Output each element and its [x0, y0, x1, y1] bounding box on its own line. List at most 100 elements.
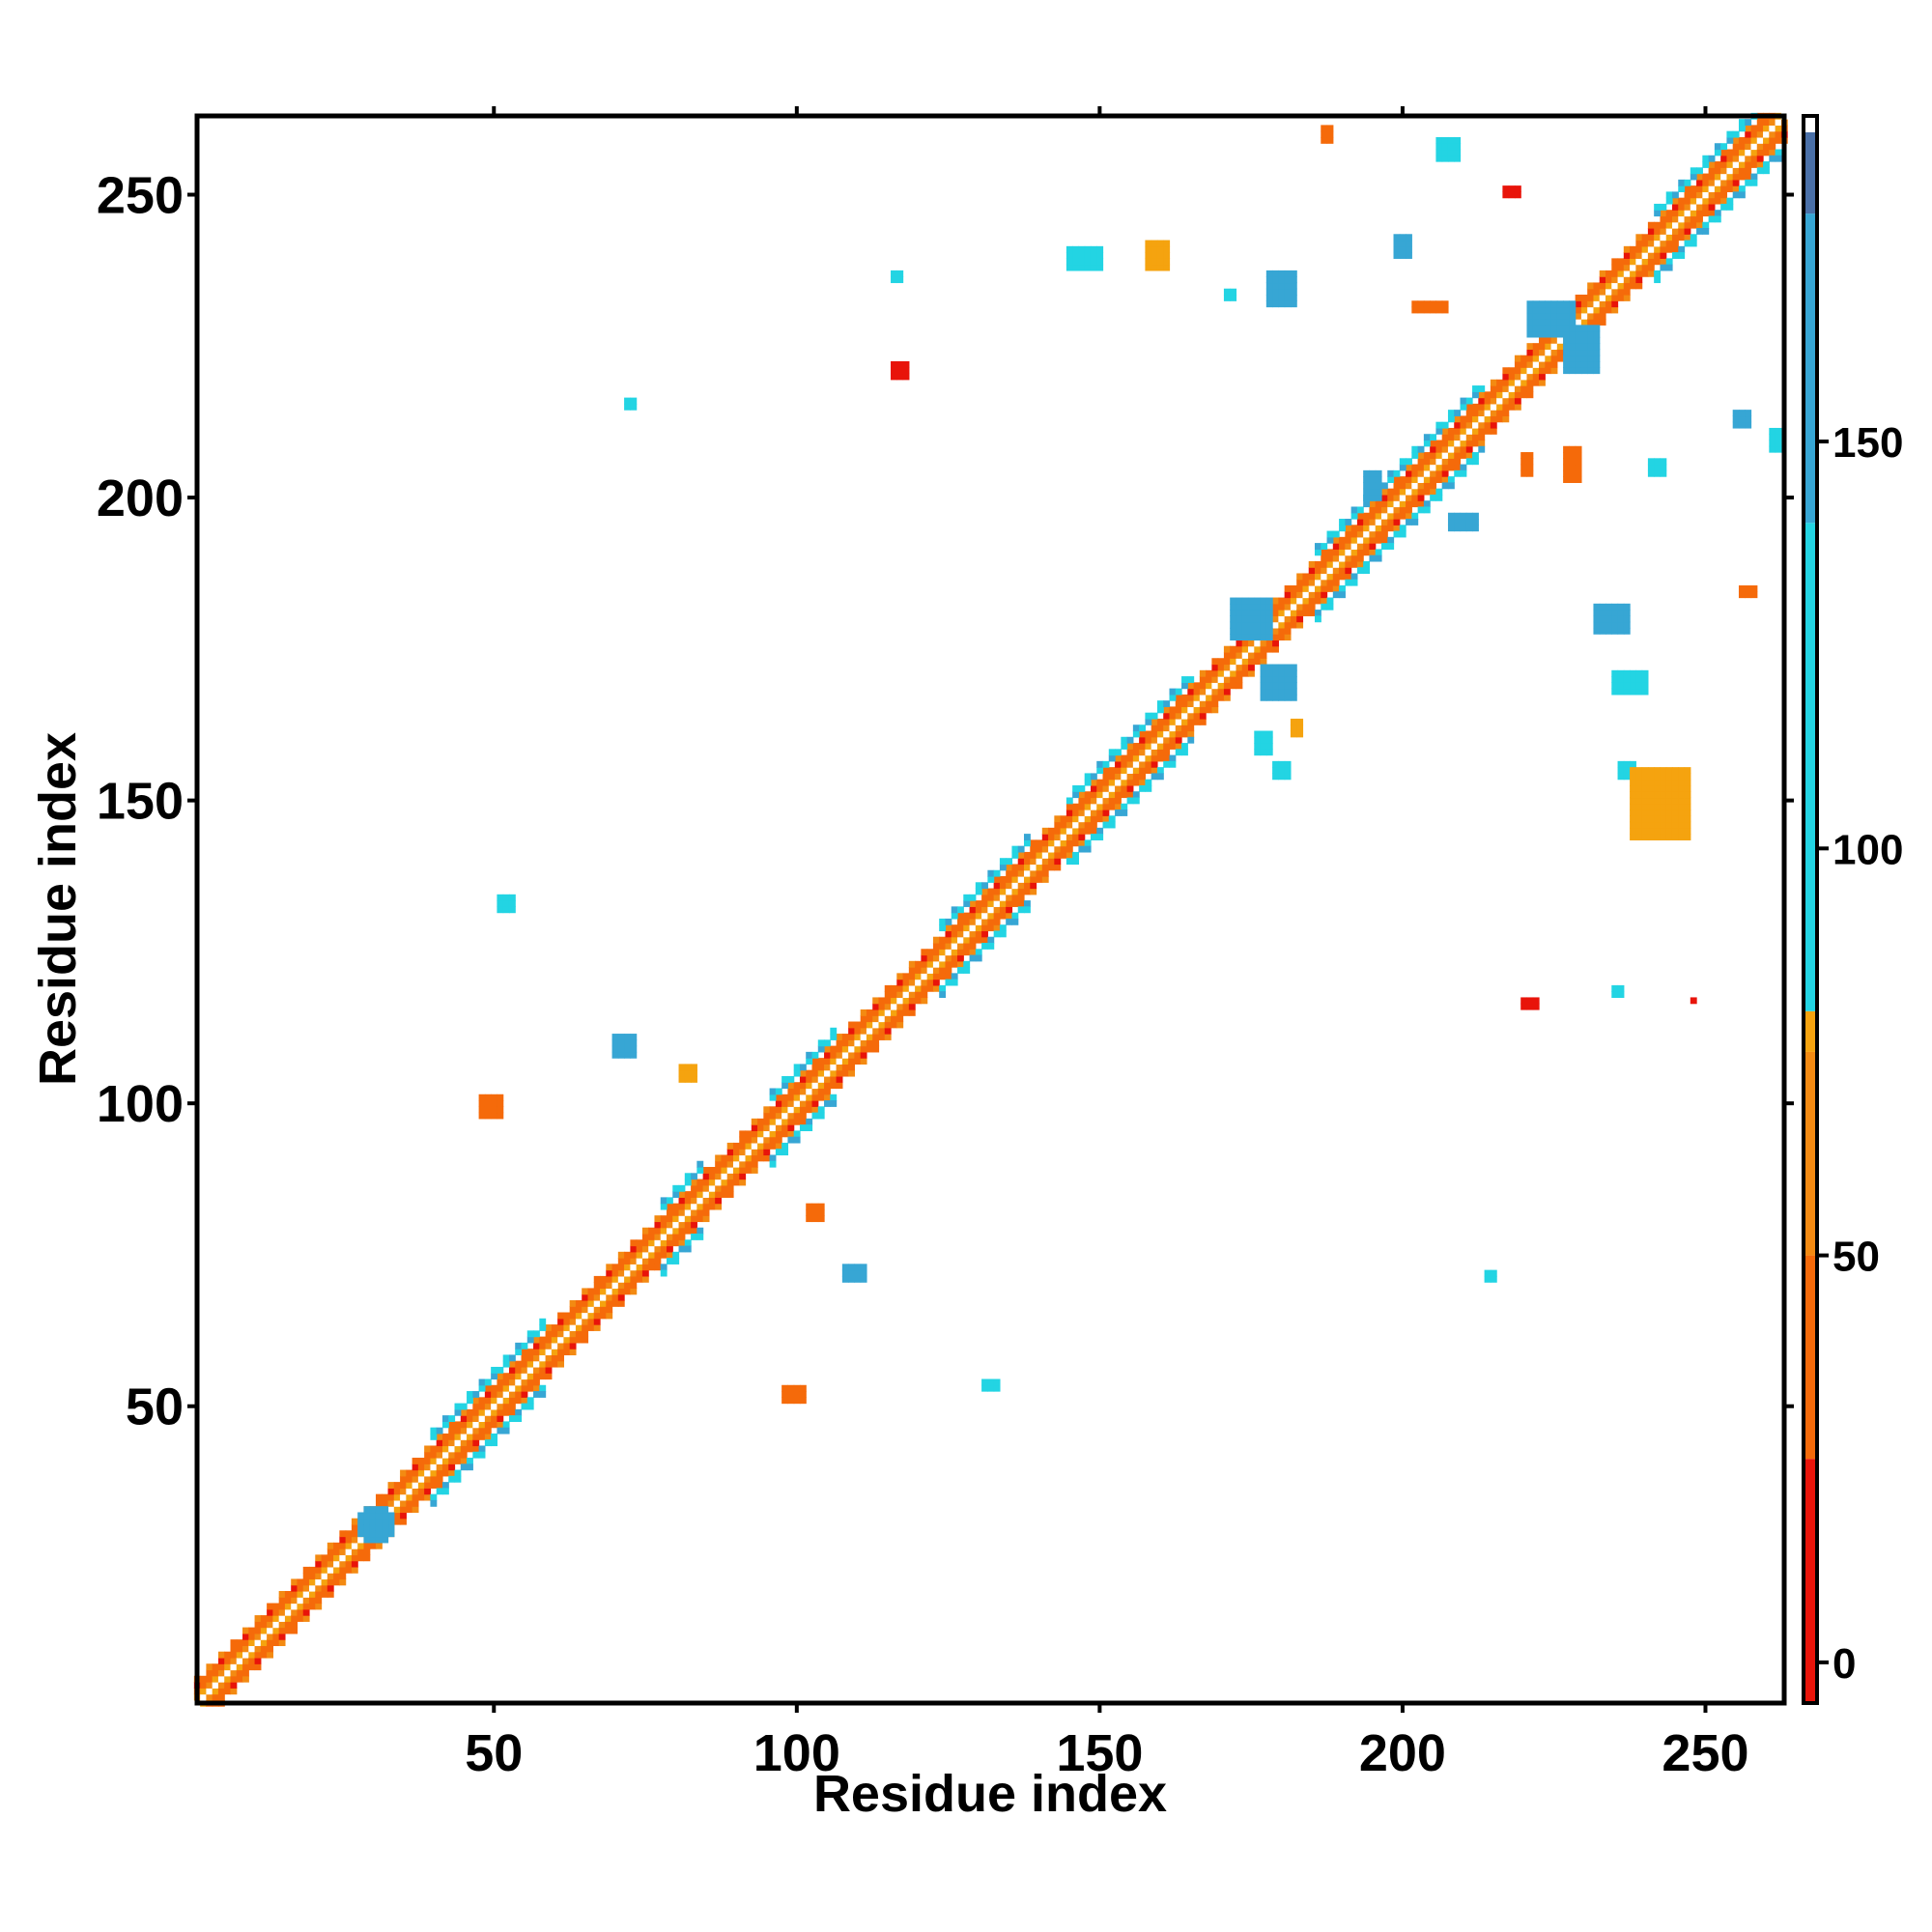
heatmap-cell	[315, 1566, 323, 1574]
heatmap-cell	[575, 1299, 582, 1307]
heatmap-cell	[600, 1306, 607, 1314]
heatmap-cell	[1265, 300, 1273, 308]
heatmap-cell	[781, 1112, 789, 1120]
heatmap-cell	[932, 973, 940, 980]
heatmap-cell	[1175, 749, 1182, 756]
heatmap-cell	[848, 1264, 855, 1271]
heatmap-cell	[1278, 270, 1286, 277]
heatmap-cell	[454, 1475, 462, 1483]
heatmap-cell	[654, 1251, 662, 1259]
heatmap-cell	[430, 1499, 438, 1507]
heatmap-cell	[224, 1682, 232, 1689]
heatmap-cell	[872, 1034, 880, 1040]
heatmap-cell	[1284, 621, 1292, 629]
heatmap-cell	[951, 942, 958, 950]
heatmap-cell	[1356, 536, 1364, 544]
heatmap-cell	[1284, 288, 1292, 296]
heatmap-cell	[1121, 767, 1128, 774]
heatmap-cell	[502, 900, 510, 907]
heatmap-cell	[1641, 803, 1649, 810]
heatmap-cell	[1345, 579, 1352, 586]
heatmap-cell	[441, 1445, 449, 1453]
heatmap-cell	[1738, 119, 1746, 127]
heatmap-cell	[830, 1034, 838, 1040]
heatmap-cell	[1738, 410, 1746, 417]
heatmap-cell	[1017, 900, 1025, 907]
heatmap-cell	[1671, 197, 1679, 205]
heatmap-cell	[1665, 240, 1673, 247]
heatmap-cell	[508, 1366, 516, 1374]
heatmap-cell	[1411, 500, 1419, 508]
heatmap-cell	[1684, 773, 1691, 781]
heatmap-cell	[654, 1264, 662, 1271]
heatmap-cell	[1199, 682, 1207, 690]
heatmap-cell	[1072, 858, 1080, 866]
heatmap-cell	[1532, 1003, 1540, 1010]
heatmap-cell	[291, 1627, 298, 1634]
heatmap-cell	[1126, 797, 1134, 805]
heatmap-cell	[836, 1064, 843, 1071]
heatmap-cell	[230, 1669, 238, 1677]
heatmap-cell	[1406, 234, 1412, 242]
heatmap-cell	[1587, 312, 1595, 320]
heatmap-cell	[1745, 125, 1752, 132]
heatmap-cell	[1108, 797, 1116, 805]
heatmap-cell	[1290, 621, 1297, 629]
heatmap-cell	[563, 1330, 571, 1338]
heatmap-cell	[1417, 445, 1425, 453]
heatmap-cell	[1660, 215, 1667, 223]
heatmap-cell	[957, 942, 964, 950]
heatmap-cell	[926, 954, 934, 962]
heatmap-cell	[1272, 760, 1279, 768]
heatmap-cell	[1496, 403, 1503, 411]
heatmap-cell	[1599, 276, 1606, 284]
heatmap-cell	[1441, 300, 1449, 308]
heatmap-cell	[817, 1058, 825, 1065]
heatmap-cell	[400, 1512, 407, 1520]
heatmap-cell	[1156, 749, 1164, 756]
heatmap-cell	[467, 1421, 473, 1429]
heatmap-cell	[1665, 767, 1673, 774]
heatmap-cell	[1084, 810, 1092, 816]
heatmap-cell	[1569, 325, 1577, 332]
heatmap-cell	[1272, 610, 1279, 616]
heatmap-cell	[1175, 730, 1182, 738]
heatmap-cell	[1230, 651, 1237, 659]
heatmap-cell	[508, 1378, 516, 1386]
heatmap-cell	[1435, 494, 1443, 501]
heatmap-cell	[1096, 264, 1104, 271]
heatmap-cell	[1654, 234, 1662, 242]
heatmap-cell	[1356, 512, 1364, 520]
heatmap-cell	[467, 1463, 473, 1471]
heatmap-cell	[630, 397, 638, 405]
heatmap-cell	[1393, 245, 1401, 253]
heatmap-cell	[1006, 906, 1013, 914]
heatmap-cell	[1272, 282, 1279, 290]
heatmap-cell	[624, 1269, 631, 1277]
heatmap-cell	[611, 1275, 619, 1283]
heatmap-cell	[1260, 645, 1267, 653]
heatmap-cell	[1630, 258, 1636, 266]
heatmap-cell	[1011, 918, 1019, 925]
heatmap-cell	[1211, 658, 1219, 666]
heatmap-cell	[1550, 367, 1558, 375]
heatmap-cell	[836, 1082, 843, 1090]
heatmap-cell	[1599, 306, 1606, 314]
heatmap-cell	[1023, 851, 1031, 859]
heatmap-cell	[1048, 858, 1055, 866]
heatmap-cell	[302, 1566, 310, 1574]
heatmap-cell	[1096, 767, 1104, 774]
heatmap-cell	[497, 900, 504, 907]
heatmap-cell	[1260, 730, 1267, 738]
heatmap-cell	[896, 973, 904, 980]
heatmap-cell	[1356, 567, 1364, 575]
heatmap-cell	[400, 1482, 407, 1489]
heatmap-cell	[315, 1603, 323, 1610]
heatmap-cell	[1460, 403, 1467, 411]
heatmap-cell	[751, 1167, 758, 1174]
heatmap-cell	[848, 1034, 855, 1040]
heatmap-cell	[1241, 621, 1249, 629]
heatmap-cell	[1350, 512, 1358, 520]
heatmap-cell	[1121, 784, 1128, 792]
heatmap-cell	[1321, 567, 1328, 575]
